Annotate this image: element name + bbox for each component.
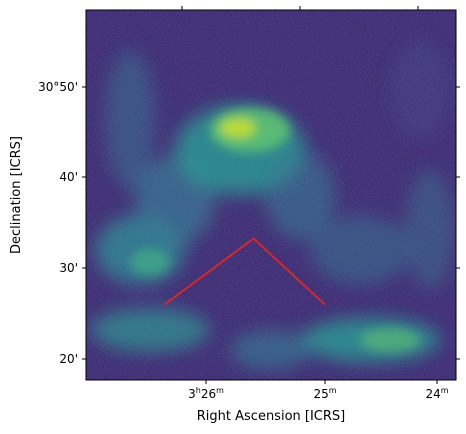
heatmap-image (86, 10, 456, 380)
y-tick-label: 20' (59, 352, 78, 366)
x-axis: 3h26m 25m 24m (181, 6, 449, 401)
x-axis-title: Right Ascension [ICRS] (197, 409, 345, 424)
y-tick-label: 30°50' (38, 80, 78, 94)
y-tick-label: 40' (59, 170, 78, 184)
x-tick-label: 25m (313, 386, 336, 401)
y-axis: 30°50' 40' 30' 20' (38, 80, 460, 366)
x-tick-label: 3h26m (188, 386, 224, 401)
y-axis-title: Declination [ICRS] (9, 136, 24, 254)
x-tick-label: 24m (425, 386, 448, 401)
y-tick-label: 30' (59, 261, 78, 275)
overlay-line (163, 237, 326, 306)
plot-frame (85, 9, 457, 381)
